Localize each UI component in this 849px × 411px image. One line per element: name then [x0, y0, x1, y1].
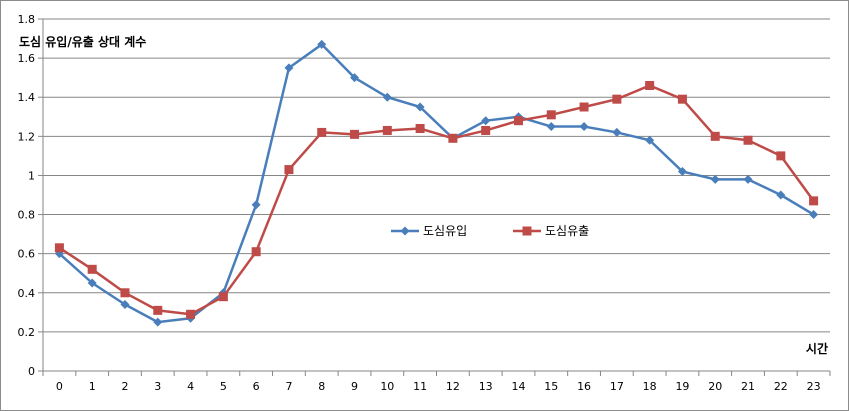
data-point-diamond [546, 122, 556, 132]
legend-entry-2: 도심유출 [513, 224, 589, 238]
data-point-square [284, 165, 294, 175]
x-tick-label: 21 [741, 380, 755, 393]
data-point-square [186, 309, 196, 319]
legend-entry-1: 도심유입 [391, 224, 467, 238]
data-point-diamond [809, 210, 819, 220]
data-point-square [317, 127, 327, 137]
y-tick-label: 0.2 [18, 326, 36, 339]
data-point-square [382, 125, 392, 135]
data-point-diamond [382, 92, 392, 102]
data-point-square [809, 196, 819, 206]
data-point-diamond [415, 102, 425, 112]
legend-label: 도심유입 [423, 224, 467, 238]
x-tick-label: 19 [675, 380, 689, 393]
x-tick-label: 7 [285, 380, 292, 393]
x-tick-label: 8 [318, 380, 325, 393]
series-lines [54, 39, 819, 327]
series-line [58, 84, 815, 316]
gridlines [43, 18, 830, 333]
data-point-square [743, 135, 753, 145]
data-point-square [448, 133, 458, 143]
x-tick-label: 10 [380, 380, 394, 393]
data-point-diamond [677, 167, 687, 177]
data-point-diamond [743, 174, 753, 184]
x-axis-title: 시간 [806, 341, 828, 356]
y-tick-label: 1.8 [18, 13, 36, 26]
y-tick-label: 1.6 [18, 52, 36, 65]
x-tick-label: 20 [708, 380, 722, 393]
data-point-diamond [400, 226, 410, 236]
x-tick-label: 11 [413, 380, 427, 393]
x-tick-label: 12 [446, 380, 460, 393]
y-tick-labels: 0 0.2 0.4 0.6 0.8 1 1.2 1.4 1.6 1.8 [18, 13, 36, 378]
y-tick-label: 1.2 [18, 130, 36, 143]
data-point-square [415, 124, 425, 134]
data-point-square [481, 125, 491, 135]
y-tick-label: 1 [28, 169, 35, 182]
data-point-square [251, 247, 261, 257]
y-tick-label: 1.4 [18, 91, 36, 104]
data-point-diamond [481, 116, 491, 126]
x-tick-label: 2 [121, 380, 128, 393]
x-tick-labels: 0 1 2 3 4 5 6 7 8 9 10 11 12 13 14 15 16 17 18 19 20 21 22 23 [56, 380, 821, 393]
axes [38, 18, 831, 376]
series-2 [54, 80, 819, 319]
data-point-square [579, 102, 589, 112]
x-tick-label: 5 [220, 380, 227, 393]
x-tick-label: 16 [577, 380, 591, 393]
data-point-diamond [153, 317, 163, 327]
data-point-square [612, 94, 622, 104]
data-point-diamond [284, 63, 294, 73]
data-point-square [87, 264, 97, 274]
x-tick-label: 15 [544, 380, 558, 393]
series-1 [54, 39, 819, 327]
x-tick-label: 17 [610, 380, 624, 393]
data-point-square [350, 129, 360, 139]
y-tick-label: 0 [28, 365, 35, 378]
data-point-square [776, 151, 786, 161]
x-tick-label: 0 [56, 380, 63, 393]
data-point-diamond [579, 122, 589, 132]
x-tick-label: 6 [253, 380, 260, 393]
data-point-square [120, 288, 130, 298]
x-tick-label: 14 [511, 380, 525, 393]
data-point-square [218, 292, 228, 302]
data-point-diamond [317, 39, 327, 49]
series-line [58, 43, 815, 324]
y-tick-label: 0.6 [18, 248, 36, 261]
y-tick-label: 0.8 [18, 209, 36, 222]
data-point-square [677, 94, 687, 104]
x-tick-label: 23 [807, 380, 821, 393]
x-tick-label: 1 [89, 380, 96, 393]
y-tick-label: 0.4 [18, 287, 36, 300]
x-tick-label: 9 [351, 380, 358, 393]
data-point-square [54, 243, 64, 253]
x-tick-label: 3 [154, 380, 161, 393]
x-tick-label: 4 [187, 380, 194, 393]
legend-label: 도심유출 [545, 224, 589, 238]
x-tick-label: 13 [479, 380, 493, 393]
data-point-diamond [251, 200, 261, 210]
legend: 도심유입 도심유출 [391, 224, 589, 238]
data-point-square [153, 305, 163, 315]
y-axis-title: 도심 유입/유출 상대 계수 [19, 34, 146, 49]
data-point-diamond [612, 127, 622, 137]
data-point-diamond [87, 278, 97, 288]
data-point-square [513, 116, 523, 126]
data-point-diamond [645, 135, 655, 145]
data-point-square [645, 80, 655, 90]
x-tick-label: 18 [643, 380, 657, 393]
data-point-diamond [350, 73, 360, 83]
data-point-diamond [776, 190, 786, 200]
data-point-diamond [120, 300, 130, 310]
data-point-square [546, 110, 556, 120]
data-point-square [522, 226, 532, 236]
data-point-square [710, 131, 720, 141]
x-tick-label: 22 [774, 380, 788, 393]
data-point-diamond [710, 174, 720, 184]
